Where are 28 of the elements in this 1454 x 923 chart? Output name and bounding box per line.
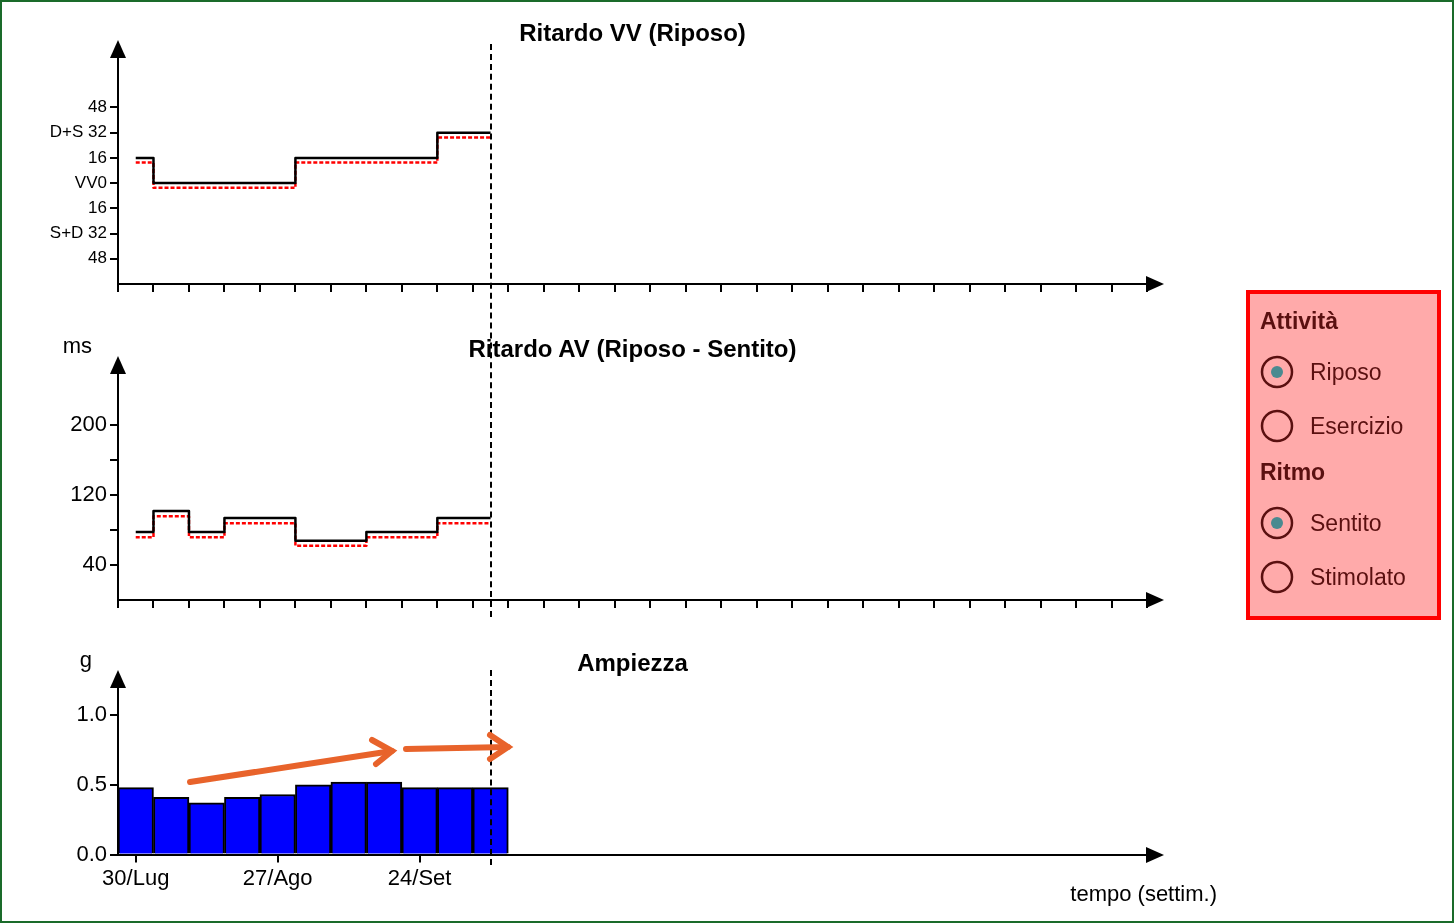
x-tick-label: 27/Ago bbox=[242, 864, 313, 890]
x-tick-label: 24/Set bbox=[387, 864, 452, 890]
text: Stimolato bbox=[1310, 563, 1406, 591]
y-axis-title: g bbox=[79, 647, 92, 672]
y-tick-label: 40 bbox=[82, 551, 107, 577]
y-tick-label: 16 bbox=[88, 147, 107, 167]
y-tick-label: 48 bbox=[88, 97, 107, 117]
text: Attività bbox=[1260, 308, 1339, 335]
y-tick-label: 200 bbox=[70, 411, 107, 437]
y-tick-label: 1.0 bbox=[76, 701, 107, 726]
y-tick-label: 48 bbox=[88, 248, 107, 268]
y-axis-title: ms bbox=[62, 333, 92, 358]
x-tick-label: 30/Lug bbox=[102, 864, 170, 890]
chart-title: Ritardo AV (Riposo - Sentito) bbox=[468, 335, 797, 362]
text: Esercizio bbox=[1310, 412, 1404, 440]
y-tick-label: VV0 bbox=[74, 172, 107, 192]
y-tick-label: D+S 32 bbox=[49, 122, 107, 142]
text: Riposo bbox=[1310, 358, 1382, 386]
chart-title: Ritardo VV (Riposo) bbox=[519, 19, 746, 46]
text: Sentito bbox=[1310, 509, 1382, 537]
y-tick-label: 0.0 bbox=[76, 840, 107, 866]
y-tick-label: 16 bbox=[88, 198, 107, 218]
y-tick-label: 120 bbox=[70, 481, 107, 507]
y-tick-label: S+D 32 bbox=[49, 223, 107, 243]
x-axis-title: tempo (settim.) bbox=[1070, 880, 1217, 906]
y-tick-label: 0.5 bbox=[76, 770, 107, 796]
text: Ritmo bbox=[1260, 459, 1327, 486]
chart-title: Ampiezza bbox=[577, 649, 689, 676]
